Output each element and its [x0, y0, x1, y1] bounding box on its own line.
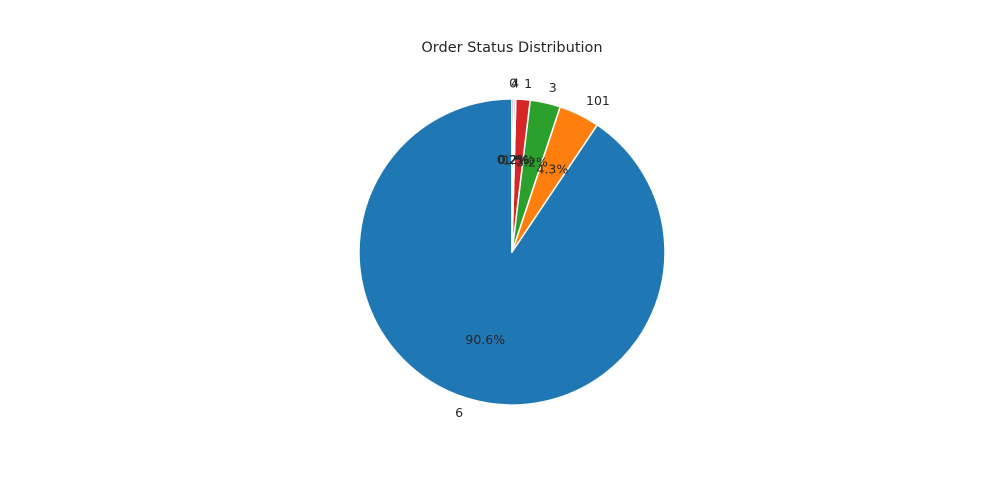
percent-labels: 90.6%4.3%3.2%1.5%0.2%0.2% [465, 152, 568, 347]
slice-label: 0 [509, 76, 517, 91]
slice-percent-label: 4.3% [537, 162, 569, 177]
slice-percent-label: 0.2% [498, 152, 530, 167]
slice-label: 6 [455, 405, 463, 420]
slice-labels: 6 101 3 140 [455, 76, 610, 420]
slice-label: 4 [511, 76, 519, 91]
chart-title: Order Status Distribution [421, 40, 602, 56]
slice-percent-label: 0.2% [497, 152, 529, 167]
slice-percent-label: 3.2% [516, 154, 548, 169]
slice-label: 101 [586, 93, 610, 108]
pie-slice [511, 98, 515, 253]
slice-label: 1 [524, 76, 532, 91]
slice-percent-label: 1.5% [503, 152, 535, 167]
slice-percent-label: 90.6% [465, 332, 505, 347]
slice-label: 3 [549, 80, 557, 95]
pie-slices [358, 98, 666, 406]
